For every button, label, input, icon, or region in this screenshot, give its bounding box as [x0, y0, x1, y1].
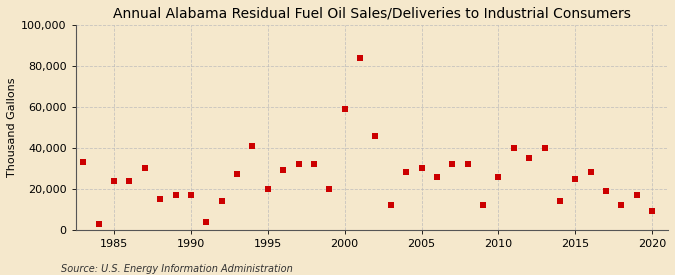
Point	[354, 56, 365, 60]
Point	[293, 162, 304, 166]
Point	[201, 219, 212, 224]
Point	[554, 199, 565, 203]
Point	[447, 162, 458, 166]
Point	[170, 193, 181, 197]
Point	[524, 156, 535, 160]
Y-axis label: Thousand Gallons: Thousand Gallons	[7, 78, 17, 177]
Point	[539, 146, 550, 150]
Point	[216, 199, 227, 203]
Point	[631, 193, 642, 197]
Point	[370, 133, 381, 138]
Point	[340, 107, 350, 111]
Point	[401, 170, 412, 175]
Point	[93, 221, 104, 226]
Point	[308, 162, 319, 166]
Point	[462, 162, 473, 166]
Point	[493, 174, 504, 179]
Point	[232, 172, 242, 177]
Point	[186, 193, 196, 197]
Point	[109, 178, 119, 183]
Point	[508, 146, 519, 150]
Point	[278, 168, 289, 172]
Point	[478, 203, 489, 207]
Point	[616, 203, 627, 207]
Point	[140, 166, 151, 170]
Point	[601, 189, 612, 193]
Point	[647, 209, 657, 214]
Point	[385, 203, 396, 207]
Text: Source: U.S. Energy Information Administration: Source: U.S. Energy Information Administ…	[61, 264, 292, 274]
Point	[585, 170, 596, 175]
Point	[324, 187, 335, 191]
Title: Annual Alabama Residual Fuel Oil Sales/Deliveries to Industrial Consumers: Annual Alabama Residual Fuel Oil Sales/D…	[113, 7, 630, 21]
Point	[416, 166, 427, 170]
Point	[124, 178, 135, 183]
Point	[247, 144, 258, 148]
Point	[570, 176, 580, 181]
Point	[431, 174, 442, 179]
Point	[78, 160, 88, 164]
Point	[263, 187, 273, 191]
Point	[155, 197, 165, 201]
